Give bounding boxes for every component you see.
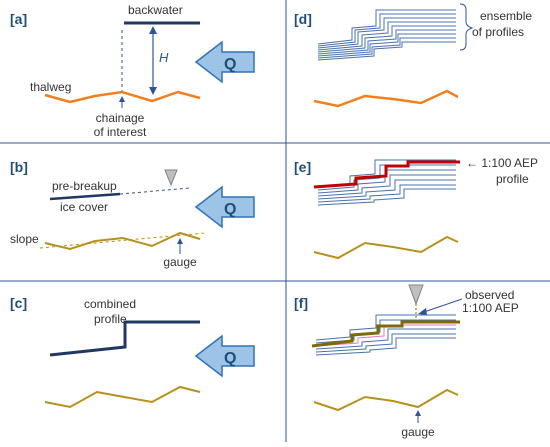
prebreakup-label: pre-breakup	[52, 179, 117, 193]
bed-profile-c	[44, 385, 201, 409]
height-label: H	[159, 50, 169, 65]
ensemble-profiles-e	[317, 159, 456, 206]
bed-profile-f	[313, 388, 459, 412]
panel-f-label: [f]	[294, 295, 308, 311]
panel-e-label: [e]	[294, 159, 311, 175]
combined-label-line2: profile	[94, 312, 127, 326]
chainage-label-line2: of interest	[94, 125, 147, 139]
gauge-label-f: gauge	[401, 425, 435, 439]
panel-d: [d] ensemble of profiles	[294, 3, 532, 108]
water-level-marker-b	[164, 169, 178, 187]
aep-profile-e	[313, 160, 460, 189]
flow-q-label-b: Q	[224, 201, 236, 218]
panel-e: [e] ← 1:100 AEP profile	[294, 156, 538, 260]
bed-profile-b	[44, 231, 201, 251]
flow-q-label-c: Q	[224, 350, 236, 367]
ensemble-label-line2: of profiles	[472, 25, 524, 39]
gauge-label-b: gauge	[163, 255, 197, 269]
observed-marker-f	[408, 284, 424, 306]
height-arrow	[149, 26, 157, 95]
gauge-arrow-f	[415, 410, 421, 423]
slope-dashed-line	[39, 232, 206, 249]
combined-profile-line	[49, 320, 200, 357]
aep-label-line2: profile	[496, 172, 529, 186]
aep-label-line1: ← 1:100 AEP	[466, 156, 538, 170]
icecover-label: ice cover	[60, 200, 108, 214]
chainage-label-line1: chainage	[96, 111, 145, 125]
aep-profile-f	[311, 320, 460, 348]
flow-arrow-c	[194, 334, 255, 378]
observed-pointer-line	[423, 298, 463, 313]
thalweg-profile-d	[313, 89, 459, 108]
aep-label-f: 1:100 AEP	[462, 301, 519, 315]
ensemble-profiles-d	[317, 9, 456, 61]
panel-c-label: [c]	[10, 295, 27, 311]
flow-q-label-a: Q	[224, 56, 236, 73]
combined-label-line1: combined	[84, 297, 136, 311]
gauge-arrow-b	[177, 238, 183, 254]
panel-c: [c] combined profile Q	[10, 295, 255, 409]
panel-b-label: [b]	[10, 159, 28, 175]
thalweg-label: thalweg	[30, 80, 71, 94]
panel-b: [b] pre-breakup ice cover Q slope gauge	[10, 159, 255, 269]
chainage-arrow	[119, 96, 125, 108]
thalweg-profile-a	[44, 90, 201, 104]
panel-d-label: [d]	[294, 11, 312, 27]
bed-profile-e	[313, 235, 459, 260]
backwater-label: backwater	[128, 3, 183, 17]
flow-arrow-b	[194, 185, 255, 229]
panel-a: [a] backwater H Q thalweg chainage of in…	[10, 3, 255, 139]
observed-pointer-head	[418, 308, 427, 315]
flow-arrow-a	[194, 40, 255, 84]
panel-f: [f] observed 1:100 AEP gauge	[294, 284, 519, 439]
slope-label: slope	[10, 232, 39, 246]
ensemble-brace	[459, 3, 474, 51]
panel-a-label: [a]	[10, 11, 27, 27]
ensemble-label-line1: ensemble	[480, 9, 532, 23]
ice-cover-dashed-extension	[119, 187, 191, 195]
ice-cover-line	[49, 192, 121, 201]
observed-label: observed	[465, 288, 514, 302]
